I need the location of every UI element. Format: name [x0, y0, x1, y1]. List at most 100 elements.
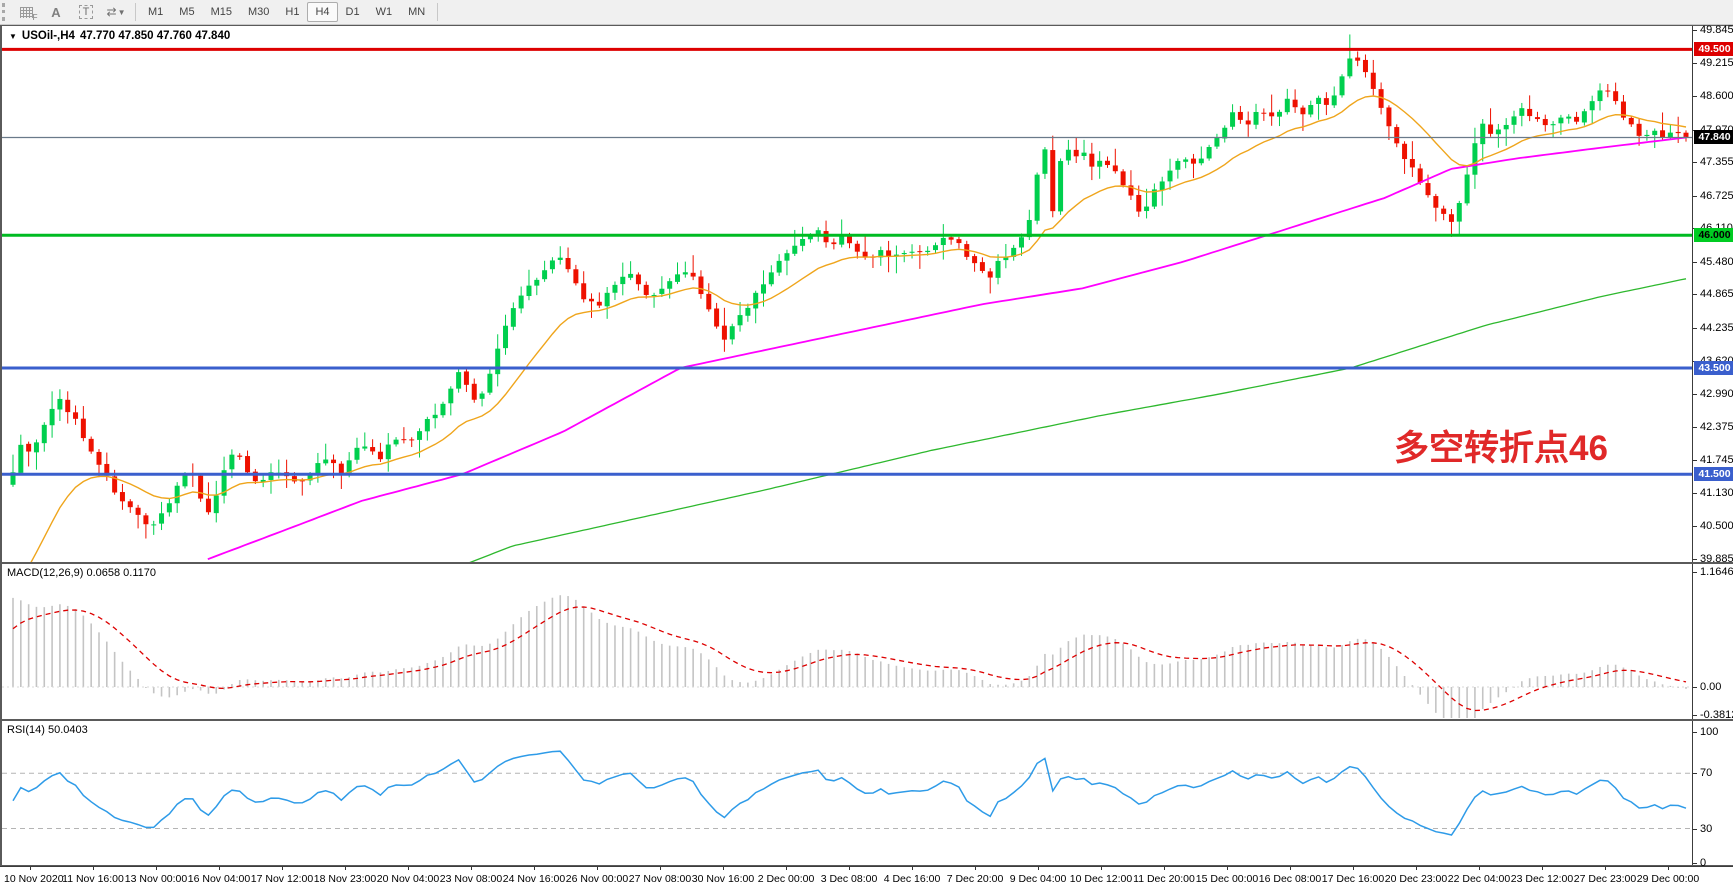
level-price-badge: 49.500 — [1694, 42, 1733, 57]
time-tick — [975, 867, 976, 870]
time-tick — [1227, 867, 1228, 870]
arrows-tool-button[interactable]: ⇄ ▼ — [104, 2, 128, 22]
rsi-axis[interactable]: 100 70 30 0 — [1692, 721, 1733, 869]
time-tick-label: 9 Dec 04:00 — [1009, 873, 1067, 885]
toolbar-separator — [135, 3, 136, 21]
time-tick-label: 10 Dec 12:00 — [1069, 873, 1133, 885]
time-tick — [471, 867, 472, 870]
dropdown-caret-icon: ▼ — [117, 7, 126, 17]
time-tick — [912, 867, 913, 870]
toolbar-grip[interactable] — [2, 3, 11, 21]
chart-shift-button[interactable]: F — [14, 2, 38, 22]
price-tick-label: 48.600 — [1693, 90, 1733, 103]
time-tick-label: 7 Dec 20:00 — [946, 873, 1004, 885]
time-tick-label: 3 Dec 08:00 — [820, 873, 878, 885]
time-tick-label: 27 Dec 23:00 — [1573, 873, 1637, 885]
text-label-tool-button[interactable]: T — [74, 2, 98, 22]
time-tick-label: 23 Dec 12:00 — [1510, 873, 1574, 885]
main-chart-canvas[interactable] — [2, 26, 1692, 562]
time-tick — [1479, 867, 1480, 870]
time-tick-label: 27 Nov 08:00 — [628, 873, 692, 885]
time-tick — [1668, 867, 1669, 870]
time-tick — [534, 867, 535, 870]
time-tick — [597, 867, 598, 870]
time-tick-label: 30 Nov 16:00 — [691, 873, 755, 885]
time-tick-label: 11 Nov 16:00 — [62, 873, 124, 885]
time-tick — [156, 867, 157, 870]
time-tick — [1605, 867, 1606, 870]
time-tick — [345, 867, 346, 870]
time-tick — [1353, 867, 1354, 870]
time-tick — [1038, 867, 1039, 870]
timeframe-button-h4[interactable]: H4 — [307, 2, 338, 22]
grid-f-icon: F — [19, 6, 38, 22]
time-tick-label: 15 Dec 00:00 — [1195, 873, 1259, 885]
macd-axis[interactable]: 1.1646 0.00 -0.3812 — [1692, 564, 1733, 722]
rsi-tick-label: 30 — [1692, 822, 1713, 835]
rsi-tick-label: 70 — [1692, 767, 1713, 780]
level-price-badge: 43.500 — [1694, 360, 1733, 375]
time-tick-label: 22 Dec 04:00 — [1447, 873, 1511, 885]
time-tick-label: 29 Dec 00:00 — [1636, 873, 1700, 885]
timeframe-button-w1[interactable]: W1 — [375, 6, 393, 18]
ma-slow-line — [469, 278, 1687, 562]
price-tick-label: 41.130 — [1693, 486, 1733, 499]
rsi-tick-label: 100 — [1692, 725, 1719, 738]
time-tick — [1290, 867, 1291, 870]
time-tick-label: 18 Nov 23:00 — [313, 873, 377, 885]
time-tick-label: 13 Nov 00:00 — [124, 873, 188, 885]
rsi-tick-label: 0 — [1692, 857, 1707, 869]
price-tick-label: 39.885 — [1693, 552, 1733, 565]
time-tick-label: 16 Dec 08:00 — [1258, 873, 1322, 885]
timeframe-button-m30[interactable]: M30 — [247, 6, 270, 18]
time-tick — [1416, 867, 1417, 870]
time-tick-label: 26 Nov 00:00 — [565, 873, 629, 885]
toolbar-separator — [437, 3, 439, 21]
text-box-icon: T — [78, 5, 94, 19]
rsi-label: RSI(14) 50.0403 — [7, 724, 88, 736]
ma-fast-line — [30, 95, 1687, 562]
time-tick-label: 11 Dec 20:00 — [1133, 873, 1195, 885]
time-tick — [219, 867, 220, 870]
time-tick — [1101, 867, 1102, 870]
time-tick — [1542, 867, 1543, 870]
time-axis[interactable]: 10 Nov 2020 11 Nov 16:00 13 Nov 00:00 16 No… — [0, 866, 1733, 892]
timeframe-button-h1[interactable]: H1 — [285, 6, 300, 18]
ma-mid-line — [207, 136, 1687, 561]
macd-tick-label: 0.00 — [1692, 681, 1722, 693]
ohlc-values: 47.770 47.850 47.760 47.840 — [79, 30, 231, 42]
macd-canvas[interactable] — [2, 564, 1692, 719]
chart-menu-triangle-icon[interactable]: ▼ — [9, 31, 17, 41]
timeframe-button-m1[interactable]: M1 — [148, 6, 164, 18]
price-tick-label: 42.990 — [1693, 388, 1733, 401]
timeframe-button-m15[interactable]: M15 — [210, 6, 232, 18]
macd-label: MACD(12,26,9) 0.0658 0.1170 — [7, 567, 156, 579]
time-tick — [660, 867, 661, 870]
price-tick-label: 44.235 — [1693, 321, 1733, 334]
timeframe-button-mn[interactable]: MN — [408, 6, 426, 18]
time-tick-label: 20 Dec 23:00 — [1384, 873, 1448, 885]
price-tick-label: 40.500 — [1693, 520, 1733, 533]
rsi-canvas[interactable] — [2, 721, 1692, 865]
current-price-badge: 47.840 — [1694, 130, 1733, 145]
price-tick-label: 46.725 — [1693, 189, 1733, 202]
price-axis[interactable]: 49.84549.21548.60047.97047.35546.72546.1… — [1692, 24, 1733, 565]
font-tool-button[interactable]: A — [44, 2, 68, 22]
time-tick-label: 23 Nov 08:00 — [439, 873, 503, 885]
time-tick — [30, 867, 31, 870]
top-toolbar: F A T ⇄ ▼ M1 M5 M15 M30 H1 H4 D1 W1 MN — [0, 0, 1733, 25]
macd-indicator-panel: MACD(12,26,9) 0.0658 0.1170 1.1646 0.00 -0… — [0, 563, 1733, 722]
level-price-badge: 41.500 — [1694, 467, 1733, 482]
time-tick-label: 24 Nov 16:00 — [502, 873, 566, 885]
timeframe-button-m5[interactable]: M5 — [179, 6, 195, 18]
chart-annotation-text[interactable]: 多空转折点46 — [1394, 429, 1608, 468]
price-tick-label: 42.375 — [1693, 420, 1733, 433]
macd-tick-label: 1.1646 — [1693, 566, 1733, 578]
macd-tick-label: -0.3812 — [1692, 709, 1733, 722]
symbol-name: USOil-,H4 — [21, 30, 75, 42]
price-chart-panel: ▼ USOil-,H4 47.770 47.850 47.760 47.840 … — [0, 24, 1733, 565]
time-tick — [849, 867, 850, 870]
timeframe-button-d1[interactable]: D1 — [345, 6, 360, 18]
time-tick-label: 10 Nov 2020 — [4, 873, 64, 885]
